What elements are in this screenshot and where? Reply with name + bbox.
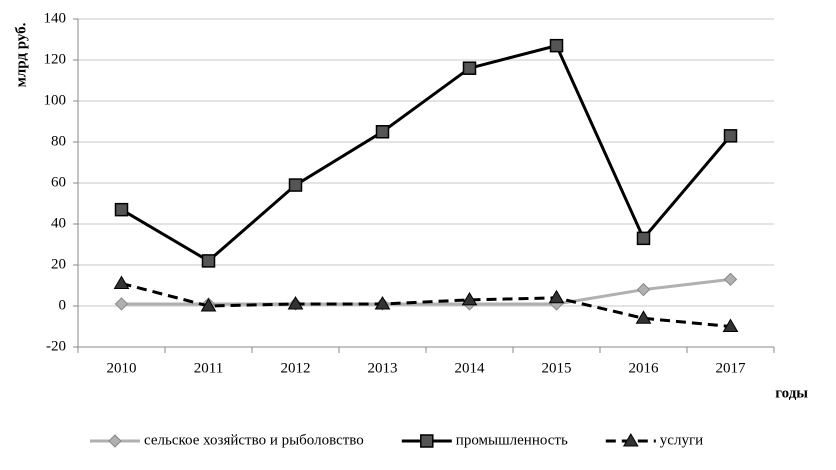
point-marker bbox=[723, 129, 738, 143]
point-marker bbox=[635, 310, 652, 324]
point-marker bbox=[374, 295, 391, 310]
point-marker bbox=[722, 318, 739, 332]
legend-marker bbox=[108, 434, 122, 448]
point-marker bbox=[636, 282, 651, 297]
x-tick-label: 2016 bbox=[629, 360, 660, 376]
series-line bbox=[121, 277, 731, 306]
legend-label: сельское хозяйство и рыболовство bbox=[144, 432, 364, 448]
legend-label: услуги bbox=[660, 432, 703, 448]
point-marker bbox=[461, 291, 478, 306]
point-marker bbox=[288, 178, 303, 192]
y-tick-label: 0 bbox=[59, 297, 67, 313]
y-axis-label: млрд руб. bbox=[13, 22, 29, 87]
y-tick-label: 140 bbox=[44, 10, 67, 26]
y-tick-label: 120 bbox=[44, 51, 67, 67]
x-tick-label: 2011 bbox=[194, 360, 223, 376]
legend-label: промышленность bbox=[456, 432, 568, 448]
y-tick-label: 100 bbox=[44, 92, 67, 108]
point-marker bbox=[114, 202, 129, 217]
point-marker bbox=[200, 298, 217, 312]
y-tick-label: 60 bbox=[51, 174, 66, 190]
point-marker bbox=[114, 297, 129, 311]
x-tick-label: 2012 bbox=[281, 360, 311, 376]
point-marker bbox=[287, 295, 304, 310]
x-tick-label: 2013 bbox=[368, 360, 398, 376]
x-tick-label: 2014 bbox=[455, 360, 486, 376]
legend-marker bbox=[420, 434, 434, 448]
point-marker bbox=[723, 272, 738, 287]
y-tick-label: 80 bbox=[51, 133, 66, 149]
x-tick-label: 2015 bbox=[542, 360, 572, 376]
x-axis-label: годы bbox=[775, 385, 808, 401]
point-marker bbox=[201, 254, 216, 268]
series-line bbox=[121, 281, 731, 328]
y-tick-label: 20 bbox=[51, 256, 66, 272]
point-marker bbox=[636, 231, 651, 246]
point-marker bbox=[375, 125, 390, 139]
x-tick-label: 2017 bbox=[716, 360, 747, 376]
point-marker bbox=[462, 61, 477, 75]
x-tick-label: 2010 bbox=[107, 360, 137, 376]
point-marker bbox=[548, 289, 565, 304]
y-tick-label: -20 bbox=[46, 338, 66, 354]
y-tick-label: 40 bbox=[51, 215, 66, 231]
point-marker bbox=[549, 38, 564, 53]
legend-marker bbox=[622, 433, 639, 447]
point-marker bbox=[113, 275, 130, 289]
series-line bbox=[120, 43, 732, 263]
